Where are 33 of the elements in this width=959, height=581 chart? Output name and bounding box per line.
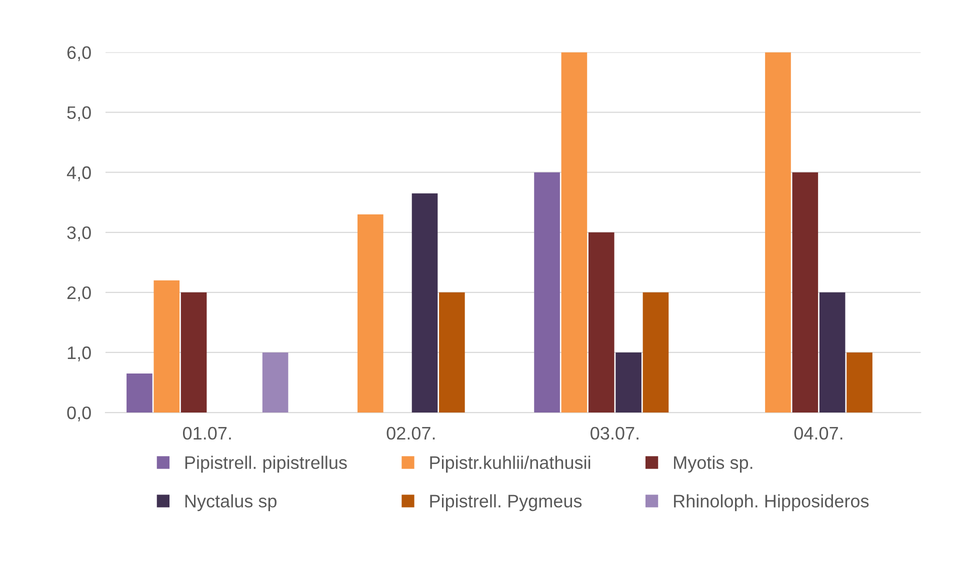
legend-label: Rhinoloph. Hipposideros: [674, 494, 869, 512]
bar: [534, 172, 560, 413]
y-tick-label: 4,0: [66, 166, 91, 182]
x-tick-label: 04.07.: [794, 426, 842, 440]
bar: [792, 172, 818, 413]
y-tick-label: 2,0: [67, 286, 91, 302]
y-tick-label: 6,0: [67, 46, 91, 62]
bar: [412, 193, 438, 413]
bar: [819, 292, 846, 413]
x-tick-label: 03.07.: [590, 426, 638, 440]
bar: [126, 373, 152, 413]
y-tick-label: 1,0: [68, 346, 91, 362]
x-tick-label: 02.07.: [386, 426, 435, 440]
bar: [154, 280, 180, 413]
bar: [358, 214, 384, 413]
bar: [180, 292, 207, 413]
bar: [765, 52, 791, 413]
bar: [616, 352, 642, 413]
legend-label: Pipistr.kuhlii/nathusii: [430, 456, 590, 473]
x-tick-label: 01.07.: [182, 426, 231, 440]
bar: [262, 352, 288, 413]
bar: [642, 292, 669, 413]
y-tick-label: 5,0: [67, 106, 91, 122]
y-tick-label: 0,0: [67, 406, 91, 422]
y-tick-label: 3,0: [67, 226, 91, 242]
legend-label: Pipistrell. pipistrellus: [185, 456, 347, 473]
legend-label: Nyctalus sp: [185, 494, 276, 512]
bar: [439, 292, 465, 413]
bar: [588, 232, 614, 413]
legend-label: Myotis sp.: [674, 456, 752, 473]
bar: [561, 52, 588, 413]
legend-label: Pipistrell. Pygmeus: [430, 494, 582, 512]
bar: [846, 352, 872, 413]
